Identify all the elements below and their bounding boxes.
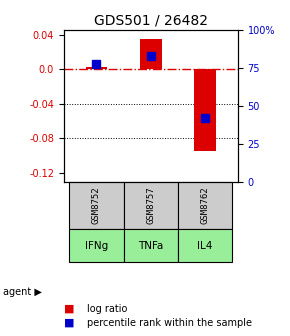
Text: GSM8757: GSM8757 (146, 186, 155, 224)
Text: GSM8762: GSM8762 (201, 186, 210, 224)
Text: agent ▶: agent ▶ (3, 287, 42, 297)
Bar (194, 69, 216, 151)
Text: ■: ■ (64, 304, 74, 314)
Text: ■: ■ (64, 318, 74, 328)
FancyBboxPatch shape (178, 229, 232, 262)
Text: log ratio: log ratio (87, 304, 127, 314)
Text: percentile rank within the sample: percentile rank within the sample (87, 318, 252, 328)
Text: TNFa: TNFa (138, 241, 164, 251)
Text: GSM8752: GSM8752 (92, 186, 101, 224)
FancyBboxPatch shape (124, 182, 178, 229)
Text: IL4: IL4 (197, 241, 213, 251)
FancyBboxPatch shape (178, 182, 232, 229)
Bar (86, 68, 107, 69)
Title: GDS501 / 26482: GDS501 / 26482 (94, 14, 208, 28)
Text: IFNg: IFNg (85, 241, 108, 251)
FancyBboxPatch shape (69, 182, 124, 229)
FancyBboxPatch shape (69, 229, 124, 262)
Bar (140, 39, 162, 69)
FancyBboxPatch shape (124, 229, 178, 262)
